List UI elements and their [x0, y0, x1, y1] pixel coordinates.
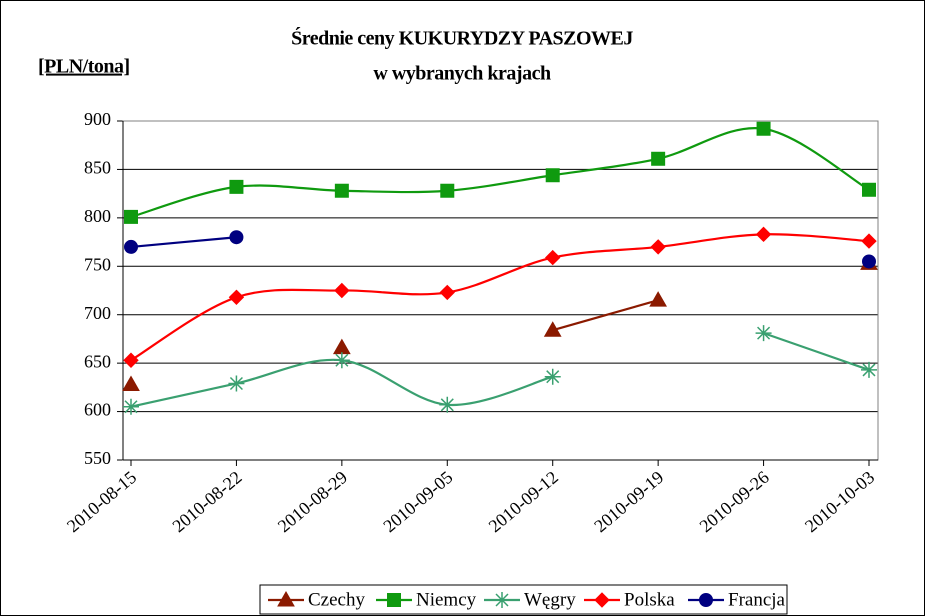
- marker: [439, 396, 456, 413]
- marker: [333, 352, 350, 369]
- marker: [440, 183, 455, 198]
- series-line: [552, 299, 659, 332]
- legend-label: Niemcy: [416, 589, 477, 610]
- marker: [544, 368, 561, 385]
- marker: [439, 284, 455, 301]
- marker: [862, 182, 876, 197]
- marker: [650, 239, 666, 255]
- marker: [699, 593, 713, 607]
- marker: [494, 592, 510, 608]
- y-axis-label: [PLN/tona]: [38, 56, 130, 78]
- marker: [123, 398, 139, 415]
- legend-label: Czechy: [308, 589, 365, 610]
- marker: [651, 151, 666, 166]
- series-line: [130, 236, 237, 249]
- y-tick-label: 550: [84, 448, 111, 468]
- marker: [755, 226, 772, 243]
- y-tick-label: 600: [84, 400, 111, 420]
- marker: [545, 168, 560, 183]
- legend-label: Polska: [624, 589, 675, 610]
- marker: [755, 325, 772, 342]
- marker: [229, 179, 244, 194]
- y-tick-label: 700: [84, 303, 111, 323]
- marker: [334, 282, 350, 299]
- legend-label: Francja: [728, 589, 786, 610]
- legend-label: Węgry: [524, 589, 576, 610]
- chart-title: Średnie ceny KUKURYDZY PASZOWEJ: [291, 26, 633, 50]
- marker: [861, 361, 877, 378]
- marker: [122, 375, 140, 391]
- marker: [756, 121, 771, 136]
- marker: [229, 230, 244, 245]
- marker: [594, 592, 610, 608]
- marker: [228, 375, 245, 392]
- marker: [124, 239, 138, 254]
- marker: [543, 321, 562, 337]
- chart-subtitle: w wybranych krajach: [373, 63, 551, 85]
- marker: [387, 593, 401, 607]
- marker: [861, 233, 877, 249]
- y-tick-label: 800: [84, 206, 111, 226]
- marker: [123, 352, 139, 368]
- marker: [545, 249, 561, 266]
- marker: [649, 291, 668, 307]
- marker: [277, 590, 295, 607]
- y-tick-label: 900: [84, 109, 111, 129]
- marker: [228, 289, 245, 305]
- marker: [862, 254, 876, 269]
- marker: [334, 183, 349, 198]
- y-tick-label: 750: [84, 254, 111, 274]
- y-tick-label: 850: [84, 158, 111, 178]
- y-tick-label: 650: [84, 351, 111, 371]
- marker: [124, 209, 138, 224]
